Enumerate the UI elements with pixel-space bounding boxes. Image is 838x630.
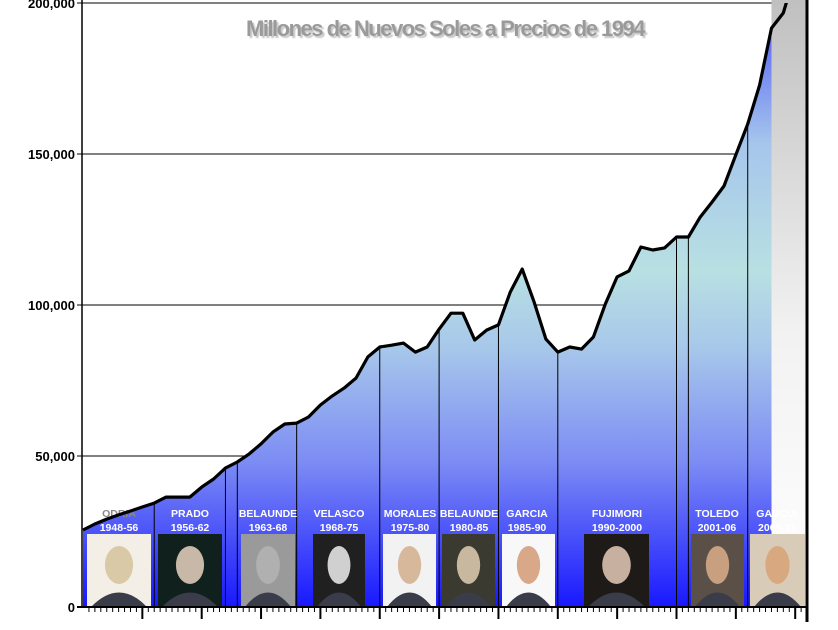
president-photo	[87, 534, 151, 607]
area-series	[83, 28, 772, 607]
president-name: VELASCO	[314, 508, 365, 520]
photo-body	[317, 592, 361, 607]
president-term: 1963-68	[249, 522, 288, 534]
y-tick-label: 150,000	[28, 147, 75, 162]
photo-body	[588, 592, 645, 607]
president-photo	[383, 534, 436, 607]
president-term: 1985-90	[508, 522, 547, 534]
president-term: 1990-2000	[592, 522, 642, 534]
projection-shading	[771, 0, 806, 607]
chart-title: Millones de Nuevos Soles a Precios de 19…	[246, 16, 646, 41]
president-term: 2006-11	[758, 522, 796, 534]
president-photo	[158, 534, 222, 607]
area-fill	[83, 28, 772, 607]
series-line	[82, 3, 788, 532]
president-photo	[691, 534, 744, 607]
president-photos	[87, 534, 805, 607]
axes	[77, 0, 809, 622]
president-name: PRADO	[171, 508, 209, 520]
president-term: 1980-85	[450, 522, 489, 534]
president-photo	[750, 534, 805, 607]
projection-band	[771, 0, 806, 607]
president-term: 1956-62	[171, 522, 210, 534]
photo-face	[516, 546, 541, 584]
president-name: GARCIA	[506, 508, 548, 520]
president-labels: ODRIA1948-56PRADO1956-62BELAUNDE1963-68V…	[100, 508, 798, 534]
photo-face	[765, 546, 790, 584]
president-photo	[313, 534, 365, 607]
president-name: BELAUNDE	[239, 508, 297, 520]
president-name: GARCIA	[756, 508, 798, 520]
photo-body	[754, 592, 801, 607]
y-tick-label: 200,000	[28, 0, 75, 11]
photo-body	[162, 592, 218, 607]
president-name: TOLEDO	[695, 508, 739, 520]
photo-body	[387, 592, 432, 607]
photo-body	[446, 592, 491, 607]
photo-face	[397, 546, 422, 584]
president-photo	[584, 534, 649, 607]
y-tick-label: 50,000	[35, 449, 75, 464]
president-photo	[241, 534, 295, 607]
photo-face	[456, 546, 481, 584]
photo-face	[705, 546, 730, 584]
president-name: MORALES	[384, 508, 437, 520]
president-name: FUJIMORI	[592, 508, 642, 520]
president-term: 1948-56	[100, 522, 139, 534]
series-line-path	[82, 3, 788, 532]
y-tick-label: 100,000	[28, 298, 75, 313]
photo-face	[104, 546, 134, 584]
photo-face	[327, 546, 351, 584]
photo-face	[256, 546, 280, 584]
photo-face	[602, 546, 631, 584]
y-tick-label: 0	[68, 600, 75, 615]
president-term: 1968-75	[320, 522, 359, 534]
photo-body	[245, 592, 291, 607]
photo-body	[91, 592, 147, 607]
photo-body	[695, 592, 740, 607]
photo-body	[506, 592, 551, 607]
y-tick-labels: 0 50,000 100,000 150,000 200,000	[28, 0, 75, 615]
president-name: BELAUNDE	[440, 508, 498, 520]
president-photo	[442, 534, 495, 607]
president-term: 1975-80	[391, 522, 430, 534]
president-photo	[502, 534, 555, 607]
term-dividers	[153, 124, 749, 607]
photo-face	[175, 546, 205, 584]
president-term: 2001-06	[698, 522, 737, 534]
